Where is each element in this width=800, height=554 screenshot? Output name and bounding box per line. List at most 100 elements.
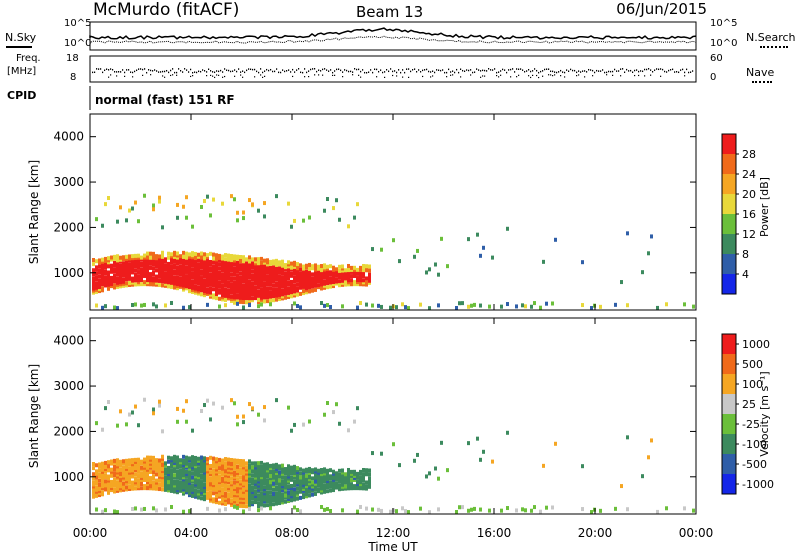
power-cell — [188, 278, 191, 283]
power-cell — [206, 259, 209, 264]
velocity-cell — [176, 459, 179, 464]
power-cell — [209, 292, 212, 297]
velocity-cell — [176, 469, 179, 474]
power-cell — [425, 270, 428, 275]
power-cell — [263, 287, 266, 292]
velocity-cell — [347, 482, 350, 487]
power-cell — [272, 298, 275, 303]
velocity-cell — [224, 471, 227, 476]
velocity-cell — [242, 493, 245, 498]
nave-mark — [432, 75, 434, 77]
velocity-cell — [212, 460, 215, 465]
power-cell — [281, 271, 284, 276]
power-cell — [218, 262, 221, 267]
power-cell — [206, 267, 209, 272]
power-cell — [140, 303, 143, 308]
power-cell — [203, 289, 206, 294]
velocity-cell — [311, 480, 314, 485]
velocity-cell — [194, 490, 197, 495]
velocity-cell — [230, 476, 233, 481]
velocity-cell — [230, 488, 233, 493]
power-cell — [230, 260, 233, 265]
power-cell — [254, 265, 257, 270]
velocity-cell — [227, 467, 230, 472]
nave-mark — [262, 76, 264, 78]
velocity-cell — [263, 462, 266, 467]
power-cell — [131, 270, 134, 275]
power-cell — [197, 271, 200, 276]
velocity-cell — [272, 502, 275, 507]
power-cell — [245, 290, 248, 295]
power-cell — [92, 262, 95, 267]
freq-mark — [640, 70, 642, 72]
power-cell — [191, 267, 194, 272]
freq-mark — [198, 70, 200, 73]
freq-mark — [452, 70, 454, 72]
velocity-cell — [539, 509, 542, 514]
velocity-cell — [107, 474, 110, 479]
power-cell — [185, 276, 188, 281]
power-cell — [191, 275, 194, 280]
velocity-cell — [287, 466, 290, 471]
power-cell — [206, 302, 209, 307]
velocity-cell — [197, 460, 200, 465]
velocity-cell — [332, 469, 335, 474]
power-cell — [299, 271, 302, 276]
velocity-cell — [344, 486, 347, 491]
velocity-cell — [125, 460, 128, 465]
power-cell — [143, 282, 146, 287]
velocity-cell — [236, 489, 239, 494]
velocity-cell — [131, 460, 134, 465]
velocity-cell — [182, 477, 185, 482]
velocity-cell — [143, 459, 146, 464]
velocity-cell — [92, 488, 95, 493]
power-cell — [227, 263, 230, 268]
velocity-cell — [272, 496, 275, 501]
power-cell — [326, 274, 329, 279]
velocity-cell — [98, 482, 101, 487]
power-cell — [128, 272, 131, 277]
velocity-cell — [263, 468, 266, 473]
freq-mark — [176, 71, 178, 74]
velocity-cell — [233, 499, 236, 504]
power-cell — [308, 283, 311, 288]
power-cell — [317, 276, 320, 281]
velocity-cell — [173, 487, 176, 492]
freq-mark — [382, 71, 384, 74]
colorbar-segment — [722, 374, 736, 394]
power-cell — [242, 296, 245, 301]
velocity-cell — [104, 460, 107, 465]
velocity-cell — [269, 494, 272, 499]
freq-mark — [634, 69, 636, 72]
velocity-cell — [239, 463, 242, 468]
velocity-cell — [173, 467, 176, 472]
power-cell — [110, 269, 113, 274]
power-cell — [281, 282, 284, 287]
freq-mark — [460, 68, 462, 70]
velocity-cell — [128, 484, 131, 489]
power-cell — [119, 284, 122, 289]
velocity-cell — [134, 459, 137, 464]
power-cell — [116, 306, 119, 311]
power-cell — [143, 271, 146, 276]
velocity-cell — [359, 469, 362, 474]
power-cell — [266, 260, 269, 265]
freq-mark — [314, 68, 316, 70]
power-cell — [245, 267, 248, 272]
power-cell — [128, 276, 131, 281]
power-cell — [125, 271, 128, 276]
power-cell — [338, 283, 341, 288]
power-cell — [209, 251, 212, 256]
freq-mark — [230, 70, 232, 73]
power-cell — [266, 288, 269, 293]
velocity-cell — [293, 479, 296, 484]
power-cell — [350, 267, 353, 272]
velocity-cell — [203, 458, 206, 463]
power-cell — [98, 282, 101, 287]
power-cell — [230, 284, 233, 289]
freq-mark — [536, 69, 538, 72]
freq-mark — [448, 68, 450, 71]
power-cell — [299, 267, 302, 272]
freq-mark — [242, 70, 244, 72]
velocity-cell — [269, 463, 272, 468]
